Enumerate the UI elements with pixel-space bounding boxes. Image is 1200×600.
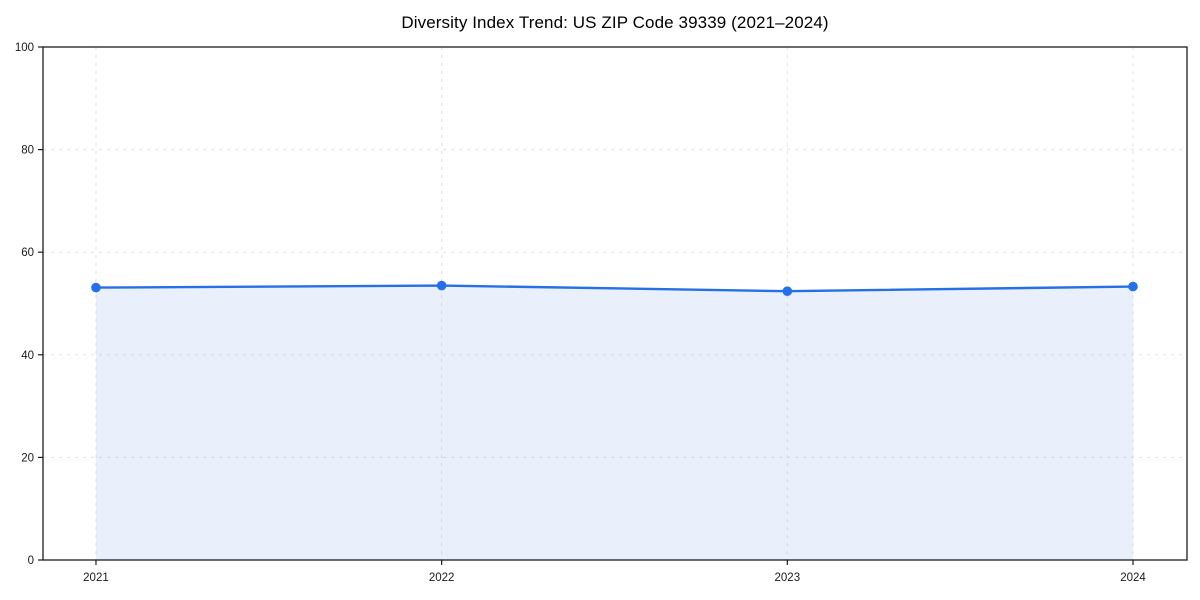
x-tick-label: 2022 — [429, 572, 455, 584]
data-point-2021 — [91, 282, 101, 293]
x-tick-label: 2024 — [1120, 572, 1146, 584]
data-point-2022 — [436, 280, 447, 291]
data-point-2024 — [1128, 281, 1138, 292]
y-tick-label: 80 — [21, 145, 34, 157]
area-fill — [95, 285, 1134, 560]
y-tick-label: 60 — [21, 247, 34, 259]
x-tick-label: 2023 — [775, 572, 801, 584]
chart-title: Diversity Index Trend: US ZIP Code 39339… — [401, 13, 829, 32]
y-tick-label: 0 — [28, 555, 34, 567]
x-tick-label: 2021 — [83, 572, 109, 584]
y-tick-label: 40 — [21, 350, 34, 362]
data-point-2023 — [782, 286, 793, 296]
y-tick-label: 20 — [21, 452, 34, 464]
plot-border — [42, 46, 1188, 561]
y-tick-label: 100 — [15, 42, 34, 54]
trend-line — [94, 284, 1135, 293]
